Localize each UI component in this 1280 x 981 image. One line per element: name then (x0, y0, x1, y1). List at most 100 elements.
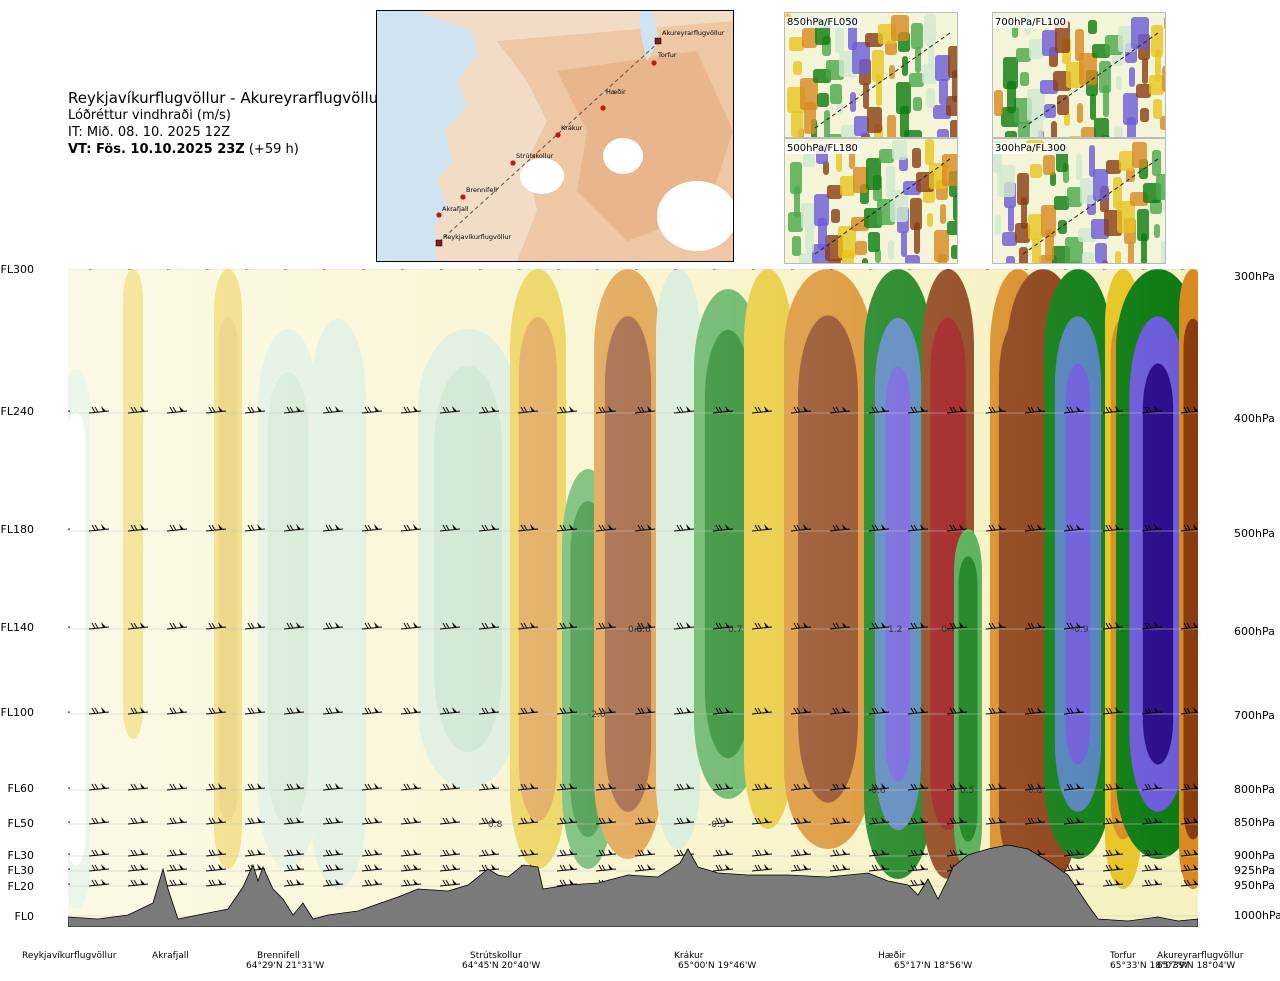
fl-label-140: FL140 (0, 621, 34, 634)
mini-map-cell (1006, 256, 1015, 263)
mini-map-cell (827, 185, 842, 199)
fl-label-0: FL0 (0, 910, 34, 923)
mini-map-cell (1161, 241, 1165, 263)
mini-map-cell (1114, 126, 1123, 137)
mini-map-cell (994, 90, 1003, 116)
mini-map-cell (828, 134, 843, 137)
mini-map-cell (940, 204, 946, 224)
contour-label: -0.6 (868, 786, 886, 796)
fl-label-20: FL20 (0, 880, 34, 893)
station-coord: 64°45'N 20°40'W (462, 961, 540, 971)
contour-label: -0.5 (708, 820, 726, 830)
mini-map-cell (836, 152, 842, 172)
mini-map-cell (840, 176, 855, 196)
mini-map-cell (791, 111, 803, 137)
mini-map-cell (1162, 66, 1165, 92)
mini-map-cell (803, 153, 815, 167)
station-name: Reykjavíkurflugvöllur (22, 951, 116, 961)
fl-label-50: FL50 (0, 817, 34, 830)
mini-map-cell (879, 149, 894, 163)
mini-map-cell (909, 73, 924, 87)
mini-map-cell (1005, 131, 1017, 137)
waypoint-marker-torfur (651, 60, 656, 65)
mini-map-cell (1021, 197, 1027, 229)
waypoint-label-haedir: Hæðir (606, 88, 626, 96)
chart-header: Reykjavíkurflugvöllur - Akureyrarflugvöl… (68, 90, 384, 158)
hpa-label-1000: 1000hPa (1234, 909, 1280, 922)
waypoint-marker-krakur (555, 132, 560, 137)
waypoint-marker-akrafjall (436, 212, 441, 217)
mini-map-700-label: 700hPa/FL100 (993, 17, 1068, 28)
station-krakur: Krákur 65°00'N 19°46'W (674, 951, 756, 971)
fl-label-30a: FL30 (0, 849, 34, 862)
valid-time: VT: Fös. 10.10.2025 23Z (+59 h) (68, 141, 384, 158)
hpa-label-700: 700hPa (1234, 709, 1275, 722)
valid-time-value: VT: Fös. 10.10.2025 23Z (68, 142, 245, 157)
mini-map-cell (1103, 85, 1109, 117)
mini-map-300-label: 300hPa/FL300 (993, 143, 1068, 154)
mini-map-cell (876, 74, 882, 106)
mini-map-cell (1045, 229, 1054, 261)
mini-map-cell (939, 79, 948, 105)
mini-map-cell (1136, 84, 1151, 98)
waypoint-marker-akureyrarflugvollur (655, 38, 661, 44)
mini-map-cell (1090, 94, 1096, 120)
mini-map-cell (1058, 220, 1067, 234)
mini-map-cell (925, 139, 934, 165)
station-name: Akrafjall (152, 951, 189, 961)
mini-map-cell (1043, 155, 1055, 175)
waypoint-label-akureyrarflugvollur: Akureyrarflugvöllur (662, 29, 725, 37)
mini-map-cell (953, 195, 957, 221)
station-akrafjall: Akrafjall (152, 951, 189, 961)
mini-map-cell (792, 236, 801, 256)
mini-map-500: 500hPa/FL180 (784, 138, 958, 264)
mini-map-cell (1082, 252, 1094, 263)
waypoint-label-krakur: Krákur (561, 124, 583, 132)
waypoint-marker-haedir (600, 105, 605, 110)
mini-map-cell (951, 245, 957, 259)
mini-map-cell (853, 167, 868, 193)
mini-map-cell (1154, 224, 1160, 238)
mini-map-cell (1155, 49, 1161, 81)
mini-map-cell (824, 110, 830, 137)
waypoint-label-reykjavik: Reykjavíkurflugvöllur (443, 233, 512, 241)
fl-label-60: FL60 (0, 782, 34, 795)
mini-map-cell (862, 258, 868, 263)
hpa-label-300: 300hPa (1234, 270, 1275, 283)
mini-map-300-graphic (993, 139, 1165, 263)
mini-map-cell (1152, 150, 1161, 176)
mini-map-cell (887, 115, 896, 137)
station-coord: 64°29'N 21°31'W (246, 961, 324, 971)
station-strutskollur: Strútskollur 64°45'N 20°40'W (470, 951, 540, 971)
mini-map-cell (842, 250, 854, 263)
route-map-graphic: Akureyrarflugvöllur Torfur Hæðir Krákur … (377, 11, 733, 261)
mini-map-cell (1140, 108, 1149, 122)
mini-map-cell (1029, 39, 1044, 59)
mini-map-cell (889, 65, 895, 79)
mini-map-cell (805, 227, 814, 253)
fl-label-240: FL240 (0, 405, 34, 418)
mini-map-cell (1051, 121, 1057, 137)
mini-map-cell (1016, 48, 1031, 62)
route-title: Reykjavíkurflugvöllur - Akureyrarflugvöl… (68, 90, 384, 107)
mini-map-cell (1068, 136, 1083, 137)
mini-map-cell (801, 203, 816, 229)
fl-label-180: FL180 (0, 523, 34, 536)
station-haedir: Hæðir 65°17'N 18°56'W (878, 951, 972, 971)
mini-map-cell (1127, 117, 1136, 137)
mini-map-cell (913, 97, 922, 111)
station-reykjavik: Reykjavíkurflugvöllur (22, 951, 116, 961)
hpa-label-600: 600hPa (1234, 625, 1275, 638)
mini-map-cell (817, 93, 829, 107)
mini-map-cell (1116, 76, 1122, 90)
station-brennifell: Brennifell 64°29'N 21°31'W (257, 951, 324, 971)
contour-label: 0.8 (488, 820, 503, 830)
hpa-label-500: 500hPa (1234, 527, 1275, 540)
station-coord: 65°00'N 19°46'W (678, 961, 756, 971)
mini-map-cell (950, 120, 957, 137)
mini-map-850-graphic (785, 13, 957, 137)
mini-map-cell (1156, 174, 1165, 200)
hpa-label-850: 850hPa (1234, 816, 1275, 829)
station-akureyri: Akureyrarflugvöllur 65°39'N 18°04'W (1157, 951, 1243, 971)
mini-map-cell (891, 15, 909, 41)
